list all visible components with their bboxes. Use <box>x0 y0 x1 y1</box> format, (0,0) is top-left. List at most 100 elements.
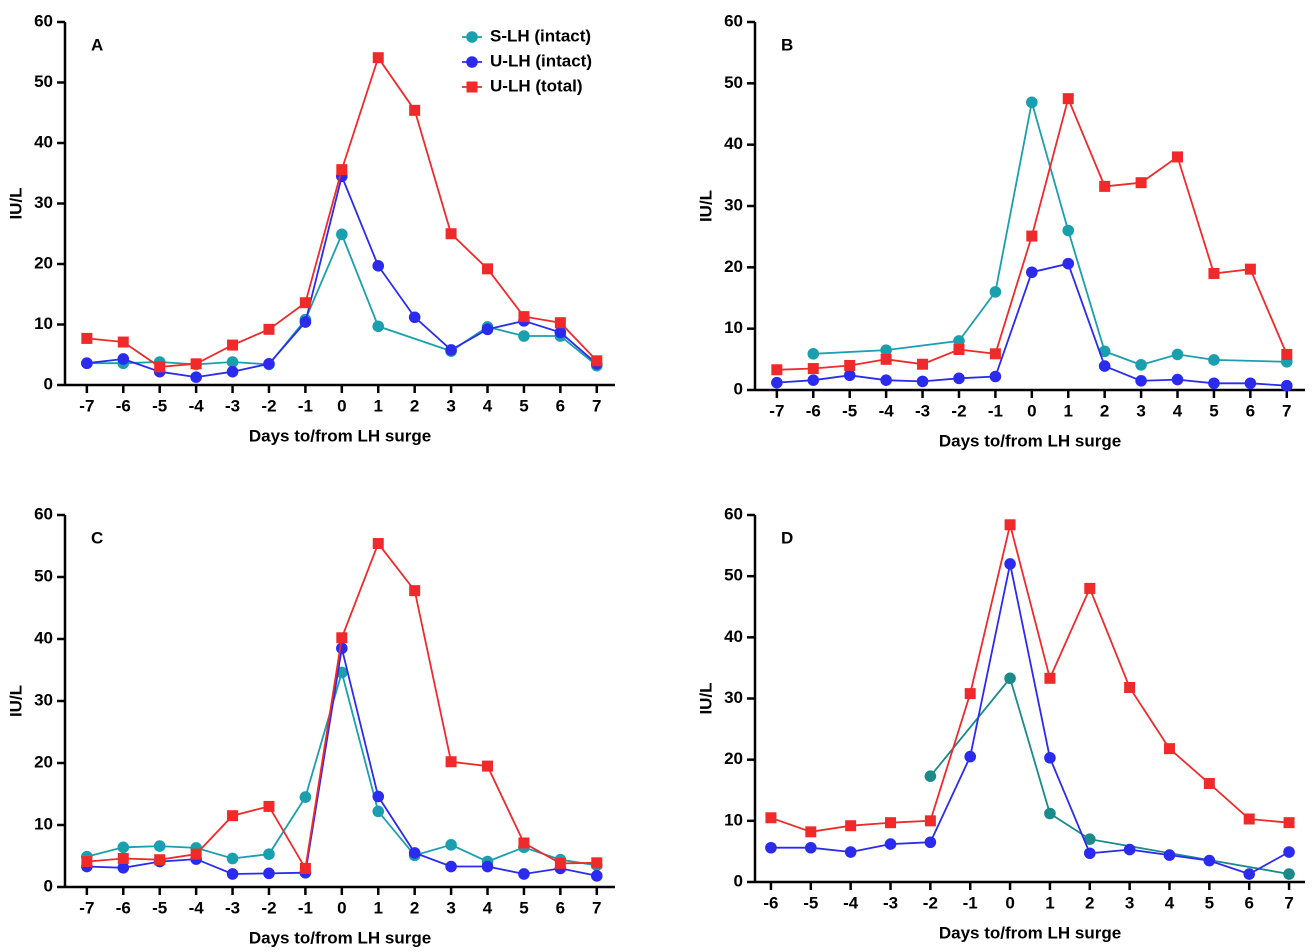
x-tick-label: 3 <box>1136 401 1145 420</box>
x-tick-label: 2 <box>1085 893 1094 912</box>
data-point <box>1171 348 1184 361</box>
x-tick-label: 3 <box>446 898 455 917</box>
y-tick-label: 0 <box>734 871 743 890</box>
data-point <box>117 336 129 348</box>
data-point <box>1098 345 1111 358</box>
x-tick-label: -1 <box>298 396 313 415</box>
data-point <box>227 810 239 822</box>
data-point <box>518 311 530 323</box>
data-point <box>518 868 530 880</box>
panel: 0 10 20 30 40 50 60 -7 -6 -5 -4 -3 -2 -1 0 1 2 3 4 5 6 7 Days … <box>6 504 615 947</box>
x-tick-label: 6 <box>556 396 565 415</box>
data-point <box>299 862 311 874</box>
x-tick-label: 7 <box>1284 893 1293 912</box>
data-point <box>336 642 348 655</box>
data-point <box>1244 263 1256 275</box>
data-point <box>953 335 965 347</box>
x-axis-label: Days to/from LH surge <box>249 928 431 947</box>
x-tick-label: 4 <box>1173 401 1183 420</box>
data-point <box>885 817 897 829</box>
panel-label: A <box>91 35 103 54</box>
y-tick-label: 50 <box>724 566 743 585</box>
data-point <box>372 260 385 272</box>
series-line <box>929 676 1290 875</box>
data-point <box>1026 230 1038 242</box>
data-point <box>263 867 275 880</box>
legend-label: S-LH (intact) <box>490 26 591 45</box>
data-point <box>299 791 312 803</box>
panel-label: B <box>781 35 793 54</box>
x-tick-label: 4 <box>483 396 493 415</box>
x-tick-label: -4 <box>189 396 205 415</box>
y-tick-label: 30 <box>34 193 53 212</box>
x-tick-label: -6 <box>116 898 131 917</box>
y-tick-label: 30 <box>724 195 743 214</box>
data-point <box>843 369 856 382</box>
data-point <box>1135 375 1147 387</box>
data-point <box>765 841 777 854</box>
data-point <box>1098 360 1111 372</box>
data-point <box>554 857 566 869</box>
x-tick-label: 0 <box>1027 401 1036 420</box>
data-point <box>1208 267 1220 279</box>
data-point <box>805 826 817 838</box>
data-point <box>372 320 385 333</box>
y-axis-label: IU/L <box>696 682 715 714</box>
data-point <box>590 870 603 882</box>
data-point <box>1124 681 1136 693</box>
x-tick-label: -3 <box>883 893 898 912</box>
y-tick-label: 30 <box>34 690 53 709</box>
data-point <box>1163 743 1175 755</box>
data-point <box>408 311 421 324</box>
data-point <box>1203 854 1216 867</box>
x-tick-label: 5 <box>519 396 528 415</box>
x-tick-label: 4 <box>483 898 493 917</box>
data-point <box>1026 96 1038 109</box>
data-point <box>1280 379 1293 392</box>
x-tick-label: 7 <box>1282 401 1291 420</box>
data-point <box>190 848 202 860</box>
y-axis-label: IU/L <box>6 685 25 717</box>
x-tick-label: 7 <box>592 396 601 415</box>
data-point <box>1044 807 1056 820</box>
x-tick-label: 1 <box>374 898 383 917</box>
data-point <box>372 52 384 64</box>
x-tick-label: -5 <box>152 396 167 415</box>
legend-marker <box>466 81 478 93</box>
data-point <box>845 820 857 832</box>
data-point <box>924 770 937 782</box>
data-point <box>1026 266 1038 279</box>
data-point <box>1044 752 1056 764</box>
data-point <box>880 353 892 365</box>
y-tick-label: 0 <box>44 374 53 393</box>
data-point <box>409 585 421 597</box>
y-tick-label: 40 <box>34 132 53 151</box>
y-axis-label: IU/L <box>696 190 715 222</box>
panel: 0 10 20 30 40 50 60 -7 -6 -5 -4 -3 -2 -1 0 1 2 3 4 5 6 7 Days … <box>6 11 615 445</box>
panel-label: C <box>91 528 103 547</box>
x-tick-label: 6 <box>556 898 565 917</box>
data-point <box>989 370 1002 383</box>
y-tick-label: 40 <box>34 628 53 647</box>
x-tick-label: 1 <box>1045 893 1054 912</box>
x-tick-label: -2 <box>923 893 938 912</box>
y-tick-label: 0 <box>734 379 743 398</box>
data-point <box>117 852 129 864</box>
x-tick-label: -6 <box>806 401 821 420</box>
data-point <box>336 632 348 644</box>
data-point <box>554 326 567 339</box>
x-tick-label: -4 <box>879 401 895 420</box>
x-tick-label: 7 <box>592 898 601 917</box>
data-point <box>117 841 130 854</box>
x-axis-label: Days to/from LH surge <box>939 431 1121 450</box>
data-point <box>1084 582 1096 594</box>
y-tick-label: 30 <box>724 688 743 707</box>
series-line <box>770 563 1290 875</box>
x-tick-label: 0 <box>337 898 346 917</box>
x-tick-label: -4 <box>189 898 205 917</box>
x-tick-label: -2 <box>261 396 276 415</box>
data-point <box>299 297 311 309</box>
y-tick-label: 60 <box>724 504 743 523</box>
data-point <box>1244 377 1257 390</box>
